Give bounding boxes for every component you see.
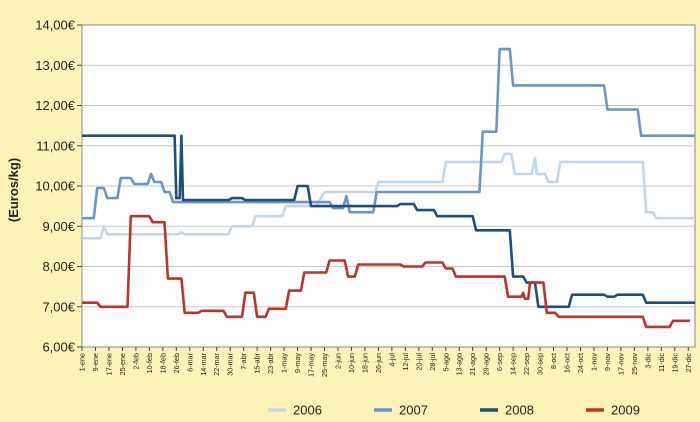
legend-label-2006: 2006: [293, 403, 322, 418]
y-tick-label: 7,00€: [42, 299, 75, 314]
x-tick-label: 11-dic: [657, 353, 666, 372]
x-tick-label: 23-abr: [266, 352, 275, 373]
x-tick-label: 24-oct: [576, 353, 585, 373]
y-tick-label: 9,00€: [42, 219, 75, 234]
x-tick-label: 30-sep: [536, 353, 545, 375]
y-tick-label: 11,00€: [36, 138, 76, 153]
x-tick-label: 9-may: [293, 353, 302, 373]
x-tick-label: 17-nov: [616, 353, 625, 375]
x-tick-label: 22-mar: [212, 352, 221, 375]
x-tick-label: 25-nov: [630, 353, 639, 375]
x-tick-label: 2-jun: [333, 353, 342, 369]
x-tick-label: 18-feb: [158, 353, 167, 373]
legend-label-2007: 2007: [399, 403, 428, 418]
x-tick-label: 26-feb: [172, 353, 181, 373]
x-tick-label: 25-may: [320, 353, 329, 377]
x-tick-label: 18-jun: [360, 353, 369, 373]
x-tick-label: 5-ago: [441, 353, 450, 371]
y-axis-ticks: 6,00€ 7,00€ 8,00€ 9,00€ 10,00€ 11,00€ 12,00€ 13…: [35, 18, 82, 355]
x-axis-ticks: 1-ene 9-ene 17-ene 25-ene 2-feb 10-feb 18-feb 2…: [78, 347, 693, 377]
x-tick-label: 10-feb: [145, 353, 154, 373]
x-tick-label: 1-ene: [78, 353, 87, 371]
series-lines: [82, 47, 695, 329]
x-tick-label: 14-mar: [199, 352, 208, 375]
series-line-2006: [82, 152, 695, 240]
y-tick-label: 12,00€: [35, 98, 76, 113]
x-tick-label: 6-mar: [185, 352, 194, 371]
x-tick-label: 21-ago: [468, 353, 477, 375]
x-tick-label: 28-jul: [428, 353, 437, 371]
x-tick-label: 1-may: [280, 353, 289, 373]
y-tick-label: 8,00€: [42, 259, 75, 274]
x-tick-label: 1-nov: [589, 353, 598, 371]
legend: 2006 2007 2008 2009: [268, 403, 640, 418]
x-tick-label: 4-jul: [387, 353, 396, 367]
x-tick-label: 27-dic: [684, 353, 693, 373]
x-tick-label: 10-jun: [347, 353, 356, 373]
x-tick-label: 3-dic: [643, 353, 652, 369]
x-tick-label: 17-ene: [104, 353, 113, 375]
x-tick-label: 14-sep: [509, 353, 518, 375]
legend-label-2009: 2009: [611, 403, 640, 418]
x-tick-label: 15-abr: [253, 352, 262, 373]
x-tick-label: 17-may: [307, 353, 316, 377]
y-tick-label: 14,00€: [35, 18, 76, 33]
y-tick-label: 10,00€: [35, 179, 76, 194]
x-tick-label: 2-feb: [131, 353, 140, 369]
x-tick-label: 9-nov: [603, 353, 612, 371]
x-tick-label: 6-sep: [495, 353, 504, 371]
x-tick-label: 22-sep: [522, 353, 531, 375]
x-tick-label: 26-jun: [374, 353, 383, 373]
x-tick-label: 19-dic: [670, 353, 679, 373]
y-axis-label: (Euros/kg): [6, 158, 21, 222]
series-line-2008: [82, 134, 695, 309]
y-tick-label: 13,00€: [35, 58, 76, 73]
x-tick-label: 13-ago: [455, 353, 464, 375]
series-line-2009: [82, 214, 690, 329]
x-tick-label: 30-mar: [226, 352, 235, 375]
x-tick-label: 12-jul: [401, 353, 410, 371]
x-tick-label: 16-oct: [563, 353, 572, 373]
x-tick-label: 29-ago: [482, 353, 491, 375]
legend-label-2008: 2008: [505, 403, 534, 418]
x-tick-label: 25-ene: [118, 353, 127, 375]
x-tick-label: 9-ene: [91, 353, 100, 371]
x-tick-label: 8-oct: [549, 353, 558, 369]
y-tick-label: 6,00€: [42, 340, 75, 355]
x-tick-label: 20-jul: [414, 353, 423, 371]
x-tick-label: 7-abr: [239, 352, 248, 369]
